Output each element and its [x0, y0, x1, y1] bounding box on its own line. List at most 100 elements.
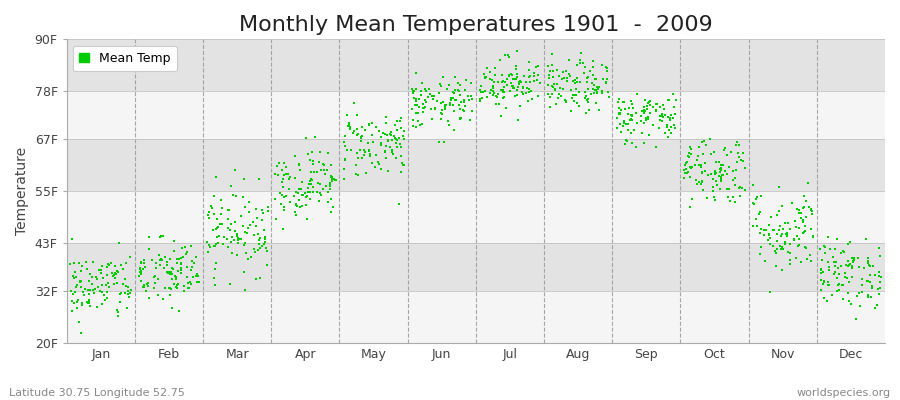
Point	[406, 88, 420, 94]
Point	[714, 165, 728, 172]
Point	[612, 110, 626, 117]
Point	[275, 179, 290, 186]
Point	[770, 238, 784, 244]
Point	[772, 184, 787, 190]
Point	[238, 269, 252, 275]
Point	[729, 167, 743, 173]
Point	[176, 288, 191, 294]
Point	[543, 104, 557, 110]
Point	[599, 64, 614, 70]
Point	[189, 254, 203, 260]
Point	[486, 82, 500, 89]
Point	[522, 59, 536, 65]
Point	[780, 230, 795, 237]
Point	[726, 194, 741, 200]
Point	[752, 211, 766, 217]
Point	[668, 125, 682, 132]
Point	[572, 57, 587, 64]
Point	[658, 130, 672, 136]
Point	[596, 76, 610, 82]
Point	[292, 162, 306, 169]
Point	[393, 144, 408, 150]
Point	[689, 180, 704, 187]
Point	[507, 85, 521, 92]
Point	[341, 122, 356, 128]
Point	[252, 237, 266, 244]
Point	[601, 93, 616, 100]
Point	[814, 270, 829, 276]
Point	[305, 158, 320, 164]
Point	[381, 138, 395, 144]
Point	[100, 272, 114, 279]
Point	[311, 159, 326, 166]
Point	[447, 74, 462, 80]
Point	[220, 216, 235, 222]
Point	[703, 150, 717, 157]
Point	[325, 178, 339, 184]
Point	[123, 287, 138, 294]
Point	[830, 235, 844, 242]
Point	[580, 98, 595, 105]
Point	[796, 219, 810, 226]
Point	[298, 194, 312, 200]
Point	[236, 194, 250, 200]
Point	[447, 127, 462, 134]
Point	[804, 206, 818, 213]
Point	[489, 92, 503, 99]
Point	[69, 284, 84, 290]
Point	[210, 225, 224, 231]
Point	[570, 100, 584, 106]
Point	[310, 180, 325, 186]
Point	[527, 73, 542, 79]
Point	[442, 122, 456, 128]
Point	[496, 89, 510, 95]
Point	[829, 275, 843, 281]
Point	[178, 250, 193, 257]
Point	[412, 104, 427, 110]
Point	[842, 298, 857, 304]
Point	[414, 88, 428, 94]
Point	[492, 101, 507, 107]
Point	[320, 167, 334, 173]
Point	[247, 232, 261, 239]
Point	[832, 281, 846, 287]
Point	[655, 102, 670, 108]
Point	[132, 264, 147, 271]
Point	[649, 108, 663, 114]
Legend: Mean Temp: Mean Temp	[73, 46, 177, 71]
Point	[356, 152, 371, 158]
Point	[828, 262, 842, 269]
Point	[789, 255, 804, 262]
Point	[240, 230, 255, 236]
Point	[489, 100, 503, 107]
Point	[542, 72, 556, 78]
Point	[774, 246, 788, 252]
Point	[420, 94, 435, 100]
Point	[625, 101, 639, 107]
Point	[238, 286, 252, 293]
Point	[610, 115, 625, 121]
Point	[105, 270, 120, 276]
Point	[541, 82, 555, 88]
Point	[586, 72, 600, 78]
Point	[566, 98, 580, 105]
Point	[526, 77, 541, 84]
Point	[408, 102, 422, 108]
Point	[571, 79, 585, 85]
Point	[163, 271, 177, 277]
Point	[416, 108, 430, 115]
Point	[64, 288, 78, 294]
Point	[222, 280, 237, 287]
Point	[325, 176, 339, 182]
Point	[417, 104, 431, 111]
Point	[735, 158, 750, 164]
Point	[432, 90, 446, 96]
Point	[717, 168, 732, 174]
Point	[566, 78, 580, 84]
Point	[796, 204, 811, 210]
Point	[572, 60, 587, 66]
Point	[282, 176, 296, 182]
Point	[162, 285, 176, 292]
Point	[248, 249, 262, 255]
Point	[238, 240, 253, 246]
